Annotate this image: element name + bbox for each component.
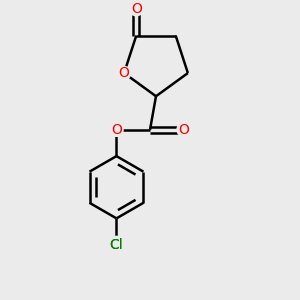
Circle shape	[130, 3, 143, 16]
Text: Cl: Cl	[110, 238, 123, 252]
Text: Cl: Cl	[110, 238, 123, 252]
Text: O: O	[178, 123, 189, 137]
Text: O: O	[111, 123, 122, 137]
Circle shape	[118, 67, 131, 80]
Circle shape	[108, 236, 125, 253]
Circle shape	[177, 123, 190, 136]
Text: O: O	[119, 66, 130, 80]
Circle shape	[110, 123, 123, 136]
Text: O: O	[131, 2, 142, 16]
